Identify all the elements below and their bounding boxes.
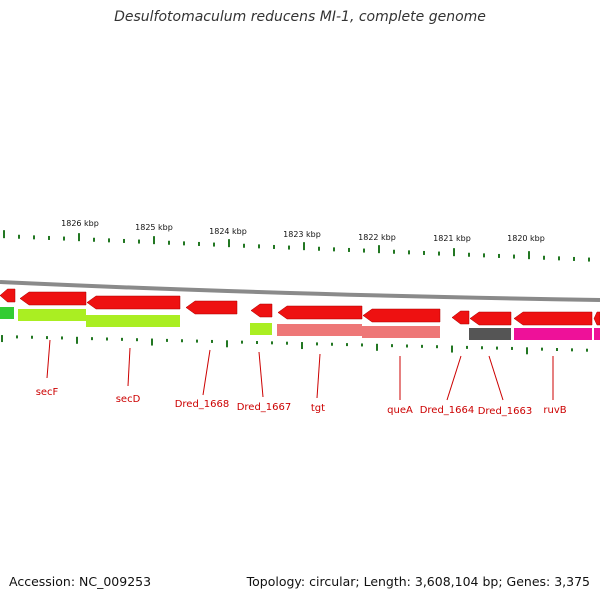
gene-arrow — [277, 305, 363, 320]
genome-title: Desulfotomaculum reducens MI-1, complete… — [114, 9, 486, 25]
gene-arrow — [0, 288, 16, 303]
scale-label: 1826 kbp — [61, 219, 99, 228]
gene-arrow — [362, 308, 441, 323]
cog-band — [250, 323, 272, 335]
gene-label: Dred_1668 — [175, 399, 230, 410]
scale-label: 1820 kbp — [507, 234, 545, 243]
cog-band — [277, 324, 362, 336]
cog-band — [469, 328, 511, 340]
scale-ticks — [1, 230, 590, 355]
scale-label: 1822 kbp — [358, 233, 396, 242]
gene-label: Dred_1663 — [478, 406, 533, 417]
scale-label: 1825 kbp — [135, 223, 173, 232]
gene-arrow — [185, 300, 238, 315]
label-leader — [127, 347, 131, 387]
cog-band — [514, 328, 592, 340]
label-leader — [46, 339, 51, 379]
scale-label: 1824 kbp — [209, 227, 247, 236]
scale-label: 1823 kbp — [283, 230, 321, 239]
gene-arrow — [451, 310, 470, 325]
gene-track — [0, 288, 600, 326]
cog-band — [0, 307, 14, 319]
label-leaders — [46, 339, 554, 401]
label-leader — [258, 351, 264, 398]
gene-label: tgt — [311, 403, 325, 414]
scale-label: 1821 kbp — [433, 234, 471, 243]
label-leader — [488, 355, 504, 401]
gene-label: Dred_1664 — [420, 405, 475, 416]
gene-arrow — [513, 311, 593, 326]
label-leader — [446, 355, 462, 401]
cog-band — [86, 315, 180, 327]
gene-labels: secF secD Dred_1668 Dred_1667 tgt queA Dred_16… — [36, 387, 567, 417]
cog-band — [594, 328, 600, 340]
genome-summary-text: Topology: circular; Length: 3,608,104 bp… — [246, 574, 590, 589]
gene-arrow — [469, 311, 512, 326]
label-leader — [316, 353, 321, 399]
gene-arrow — [593, 311, 600, 326]
cog-track — [0, 307, 600, 340]
label-leader — [202, 349, 211, 396]
accession-text: Accession: NC_009253 — [9, 574, 152, 589]
backbone-line — [0, 280, 600, 302]
gene-label: ruvB — [543, 405, 566, 416]
gene-label: queA — [387, 405, 413, 416]
gene-arrow — [86, 295, 181, 310]
backbone-ring — [0, 280, 600, 302]
gene-label: secF — [36, 387, 59, 398]
gene-label: secD — [116, 394, 141, 405]
scale-labels: 1826 kbp 1825 kbp 1824 kbp 1823 kbp 1822 kbp… — [61, 219, 545, 243]
gene-label: Dred_1667 — [237, 402, 292, 413]
cog-band — [18, 309, 86, 321]
cog-band — [362, 326, 440, 338]
gene-arrow — [19, 291, 87, 306]
gene-arrow — [250, 303, 273, 318]
